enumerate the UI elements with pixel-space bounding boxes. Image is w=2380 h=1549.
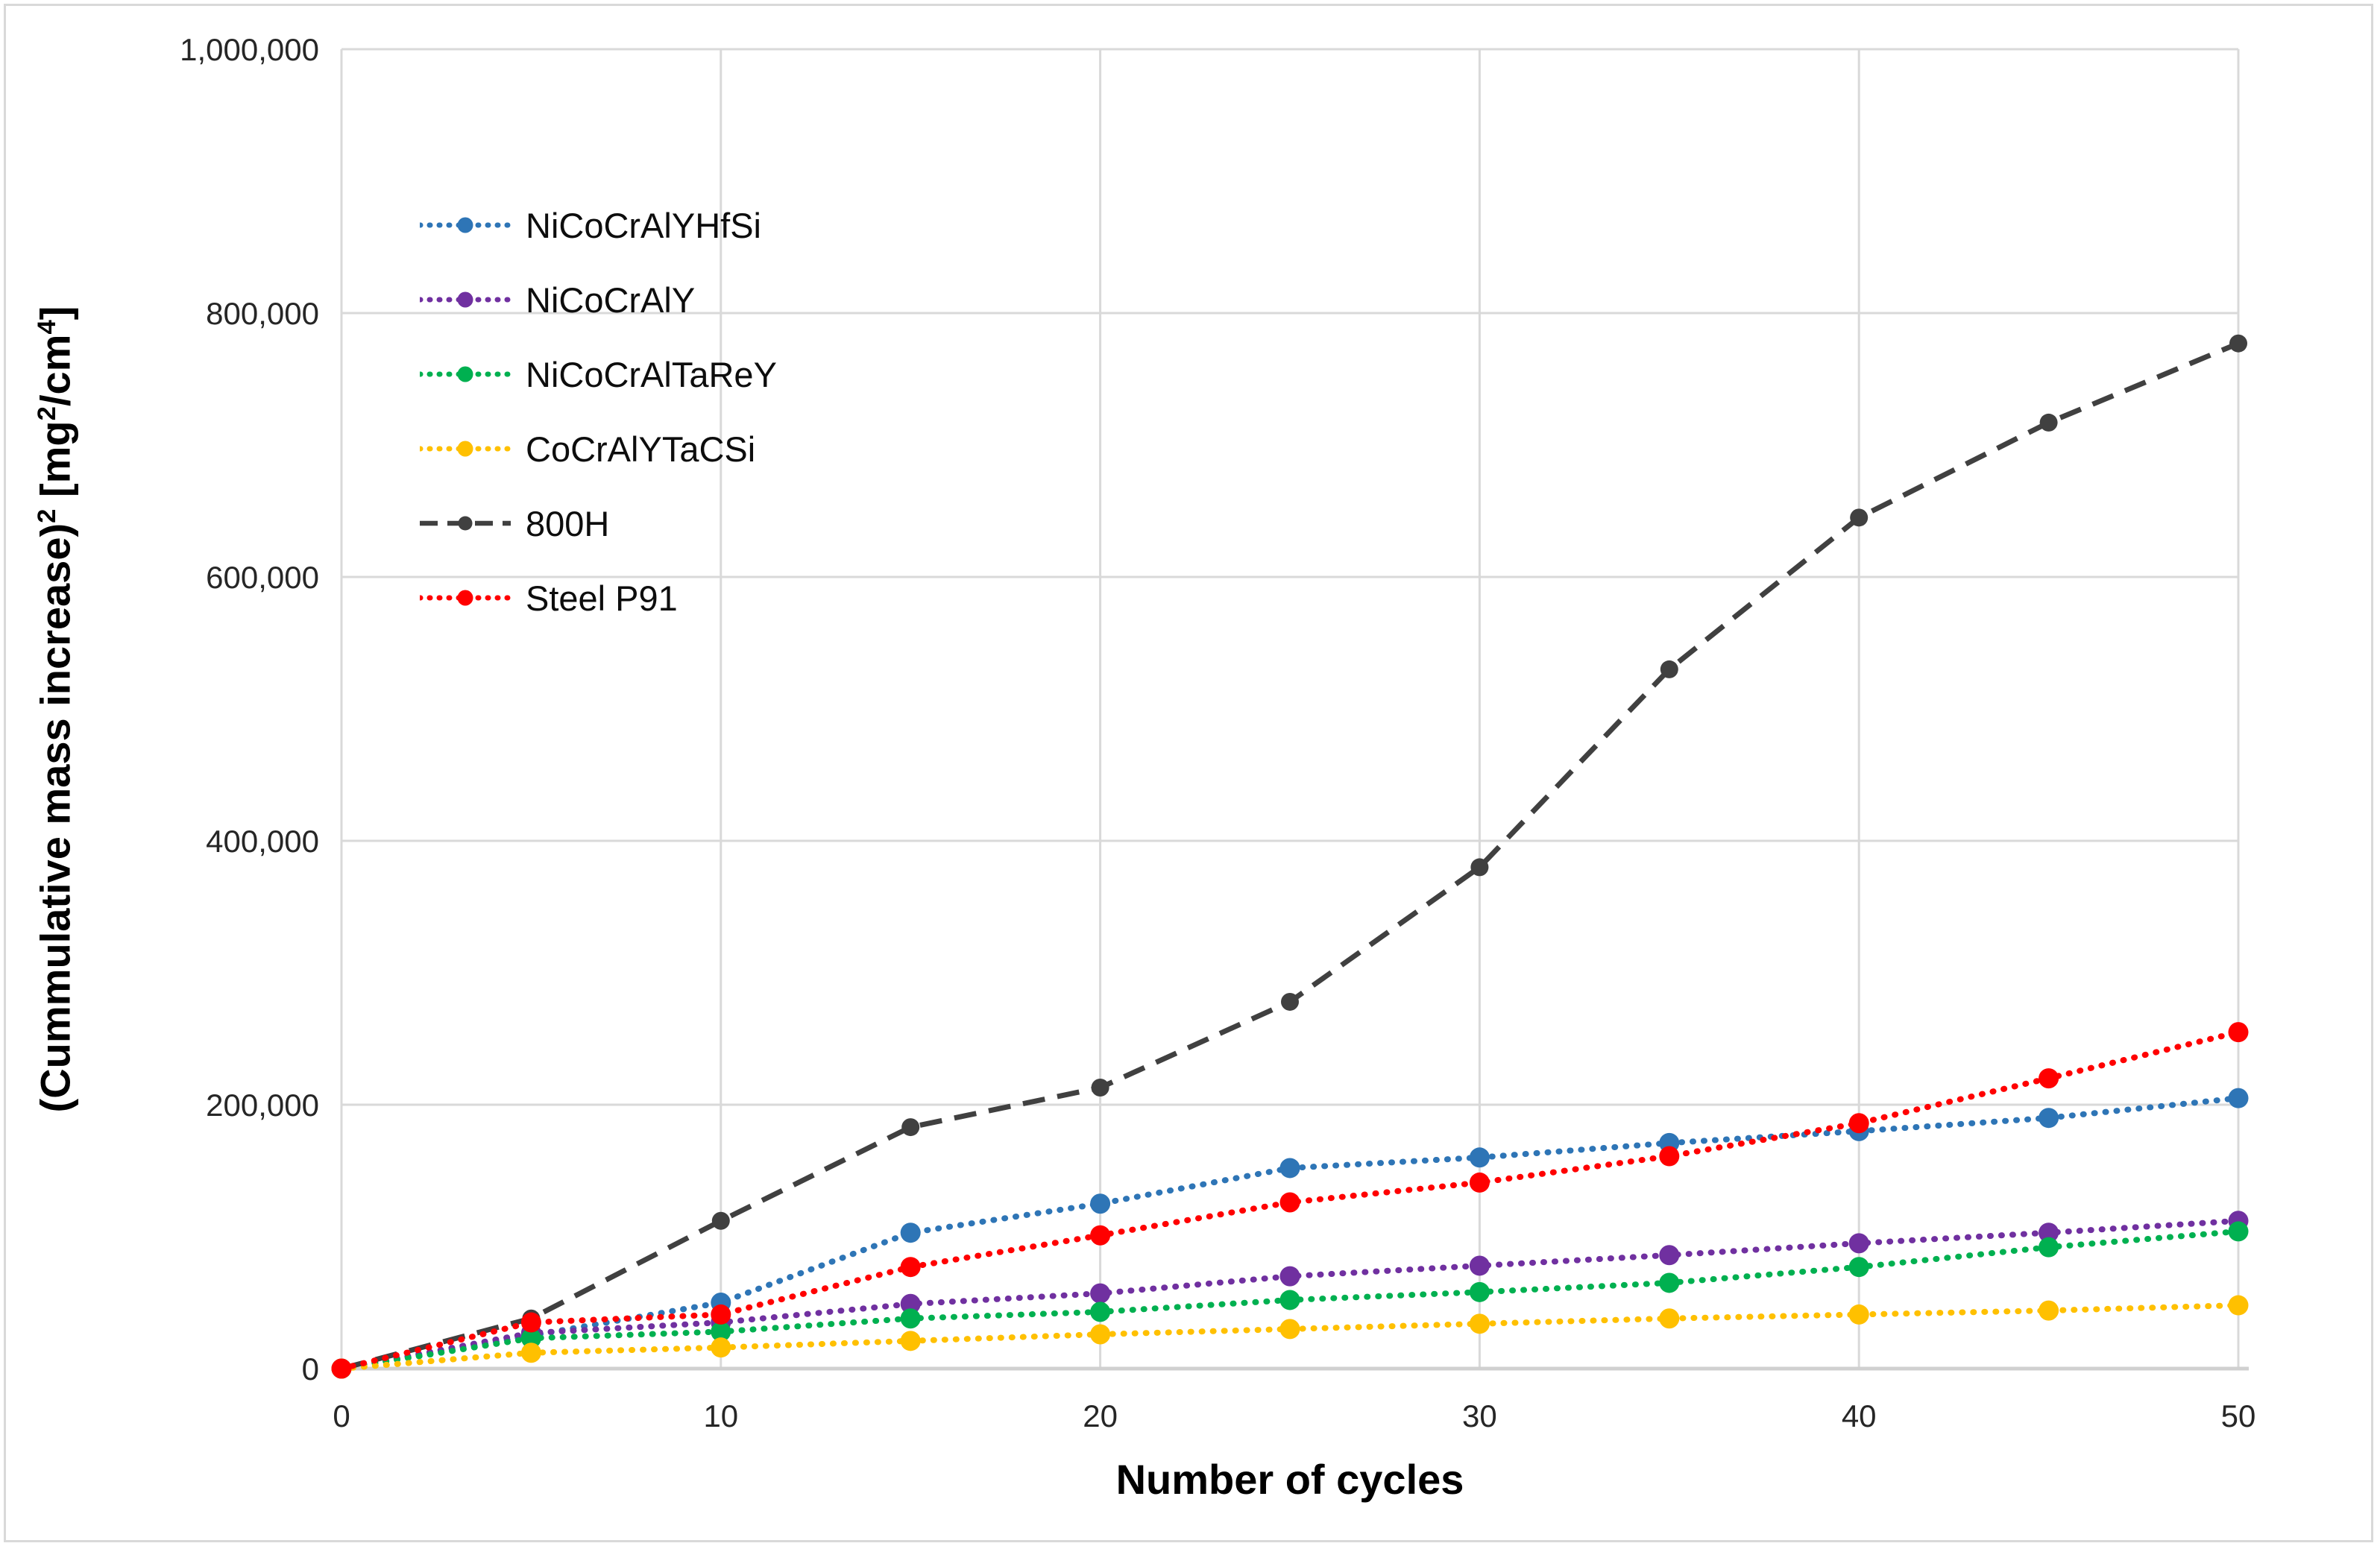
data-point-steel-p91 — [1469, 1172, 1490, 1193]
legend-item-nicocraly: NiCoCrAlY — [420, 262, 777, 337]
data-point-nicocraly — [900, 1293, 921, 1314]
legend-marker-icon — [420, 217, 511, 233]
legend-item-nicocraltarey: NiCoCrAlTaReY — [420, 337, 777, 411]
x-tick-label: 20 — [1083, 1398, 1118, 1433]
data-point-nicocralyhfsi — [1469, 1147, 1490, 1168]
y-tick-label: 600,000 — [206, 560, 319, 595]
legend-marker-icon — [420, 291, 511, 308]
data-point-steel-p91 — [331, 1358, 352, 1379]
y-tick-label: 0 — [302, 1351, 319, 1386]
legend-dot-sample — [457, 217, 473, 233]
y-tick-label: 400,000 — [206, 824, 319, 859]
data-point-nicocraltarey — [2228, 1221, 2249, 1242]
data-point-steel-p91 — [2039, 1068, 2059, 1089]
data-point-steel-p91 — [1279, 1192, 1300, 1213]
legend-marker-icon — [420, 590, 511, 606]
data-point-cocralytacsi — [2039, 1300, 2059, 1321]
data-point-steel-p91 — [2228, 1022, 2249, 1043]
data-point-steel-p91 — [900, 1257, 921, 1278]
data-point-nicocraltarey — [1659, 1272, 1680, 1293]
legend-label: Steel P91 — [526, 578, 678, 618]
data-point-nicocralyhfsi — [1279, 1158, 1300, 1179]
legend-marker-icon — [420, 366, 511, 382]
data-point-nicocralyhfsi — [900, 1223, 921, 1243]
data-point-nicocraltarey — [711, 1321, 731, 1342]
data-point-steel-p91 — [520, 1312, 541, 1333]
data-point-800h — [1091, 1078, 1109, 1097]
data-point-cocralytacsi — [711, 1337, 731, 1358]
data-point-nicocraltarey — [520, 1328, 541, 1348]
series-group — [331, 334, 2249, 1379]
legend: NiCoCrAlYHfSi NiCoCrAlY NiCoCrAlTaReY CoCrA… — [420, 188, 777, 635]
data-point-nicocraltarey — [1469, 1281, 1490, 1302]
data-point-800h — [2229, 334, 2247, 353]
data-point-nicocraltarey — [1848, 1257, 1869, 1278]
x-tick-label: 10 — [703, 1398, 738, 1433]
y-axis-tick-labels: 0 200,000 400,000 600,000 800,000 1,000,000 — [180, 32, 319, 1386]
data-point-steel-p91 — [1848, 1113, 1869, 1134]
data-point-800h — [1470, 858, 1489, 877]
legend-item-cocralytacsi: CoCrAlYTaCSi — [420, 411, 777, 486]
legend-item-steel-p91: Steel P91 — [420, 561, 777, 635]
data-point-cocralytacsi — [2228, 1295, 2249, 1316]
data-point-800h — [2039, 413, 2058, 432]
legend-item-800h: 800H — [420, 486, 777, 561]
legend-marker-icon — [420, 441, 511, 457]
data-point-nicocraly — [1469, 1255, 1490, 1276]
y-tick-label: 200,000 — [206, 1088, 319, 1123]
data-point-nicocraltarey — [1090, 1302, 1111, 1322]
data-point-steel-p91 — [1659, 1146, 1680, 1167]
legend-dot-sample — [457, 291, 473, 308]
legend-label: NiCoCrAlTaReY — [526, 354, 777, 394]
data-point-800h — [901, 1118, 920, 1137]
data-point-nicocralyhfsi — [1090, 1193, 1111, 1214]
data-point-nicocraly — [2039, 1223, 2059, 1243]
data-point-800h — [1850, 508, 1869, 527]
data-point-nicocraly — [1090, 1283, 1111, 1304]
legend-dot-sample — [457, 590, 473, 606]
legend-label: CoCrAlYTaCSi — [526, 429, 756, 469]
data-point-800h — [1660, 660, 1678, 678]
data-point-cocralytacsi — [900, 1331, 921, 1351]
data-point-800h — [711, 1211, 730, 1230]
x-tick-label: 50 — [2221, 1398, 2256, 1433]
data-point-cocralytacsi — [1469, 1313, 1490, 1334]
legend-dot-sample — [457, 441, 473, 457]
data-point-nicocraly — [1659, 1245, 1680, 1266]
data-point-cocralytacsi — [520, 1343, 541, 1363]
legend-label: 800H — [526, 503, 610, 543]
data-point-cocralytacsi — [1279, 1319, 1300, 1340]
data-point-nicocraly — [1848, 1233, 1869, 1254]
data-point-steel-p91 — [1090, 1225, 1111, 1246]
data-point-cocralytacsi — [1090, 1324, 1111, 1345]
data-point-nicocraltarey — [2039, 1237, 2059, 1258]
x-axis-title: Number of cycles — [1115, 1456, 1464, 1503]
x-tick-label: 40 — [1842, 1398, 1877, 1433]
legend-dot-sample — [458, 516, 473, 531]
legend-label: NiCoCrAlY — [526, 280, 696, 320]
y-tick-label: 800,000 — [206, 296, 319, 331]
x-tick-label: 0 — [333, 1398, 350, 1433]
data-point-800h — [1281, 992, 1299, 1011]
legend-marker-icon — [420, 516, 511, 531]
data-point-nicocraltarey — [1279, 1290, 1300, 1310]
data-point-nicocralyhfsi — [2039, 1108, 2059, 1129]
y-tick-label: 1,000,000 — [180, 32, 319, 67]
data-point-nicocraltarey — [900, 1308, 921, 1329]
legend-dot-sample — [457, 366, 473, 382]
data-point-nicocralyhfsi — [2228, 1088, 2249, 1108]
data-point-steel-p91 — [711, 1304, 731, 1325]
data-point-cocralytacsi — [1848, 1304, 1869, 1325]
data-point-nicocraly — [1279, 1266, 1300, 1287]
x-tick-label: 30 — [1462, 1398, 1497, 1433]
legend-label: NiCoCrAlYHfSi — [526, 205, 761, 245]
x-axis-tick-labels: 0 10 20 30 40 50 — [333, 1398, 2255, 1433]
legend-item-nicocralyhfsi: NiCoCrAlYHfSi — [420, 188, 777, 262]
data-point-cocralytacsi — [1659, 1308, 1680, 1329]
